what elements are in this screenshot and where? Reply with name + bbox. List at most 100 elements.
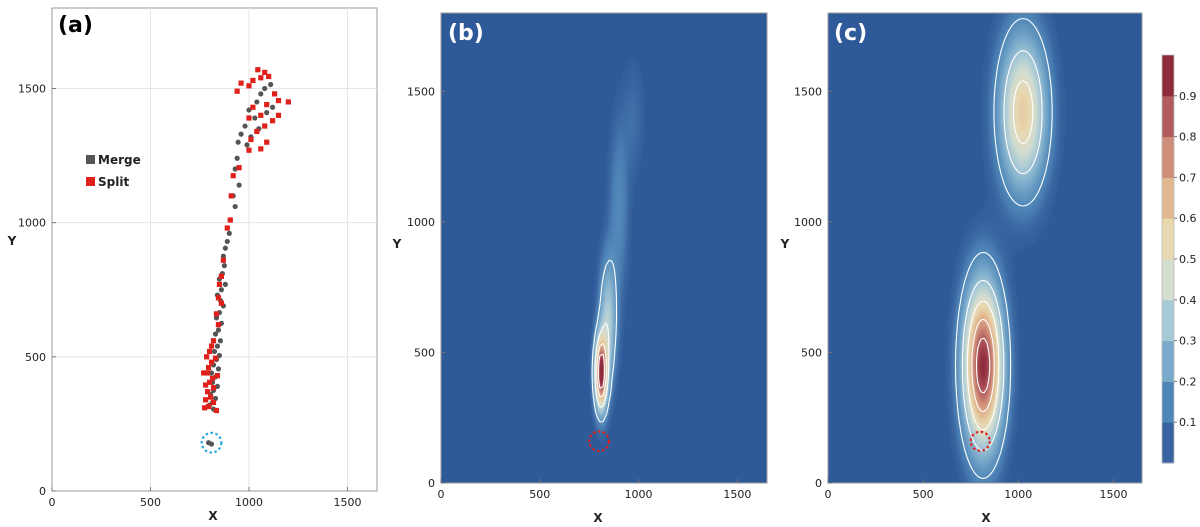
- merge-point: [258, 91, 264, 97]
- split-point: [213, 311, 220, 317]
- split-point: [270, 118, 276, 124]
- panel-a-grid: [52, 8, 377, 491]
- merge-point: [232, 166, 238, 172]
- split-point: [205, 370, 211, 376]
- panel-c-ticks: 0 500 1000 1500 0 500 1000 1500: [794, 85, 1127, 501]
- panel-a-y-tick-label: 1500: [18, 83, 46, 96]
- panel-b-x-axis-label: X: [593, 511, 603, 525]
- split-point: [285, 99, 291, 105]
- colorbar-tick-label: 0.3: [1179, 335, 1197, 348]
- split-point: [236, 165, 242, 171]
- merge-point: [224, 238, 230, 245]
- merge-point: [234, 155, 240, 161]
- panel-b-frame: [440, 12, 768, 484]
- merge-point: [220, 253, 226, 259]
- panel-b-y-tick-label: 1000: [407, 216, 435, 229]
- panel-a-ticks: 0 500 1000 1500 0 500 1000 1500: [18, 83, 361, 510]
- colorbar-segment: [1162, 55, 1174, 97]
- panel-c-x-tick-label: 0: [825, 488, 832, 501]
- colorbar-segment: [1162, 136, 1174, 178]
- split-point: [246, 115, 252, 121]
- panel-c-contour-line: [954, 17, 1053, 479]
- split-point: [227, 217, 233, 223]
- merge-point: [236, 182, 242, 188]
- colorbar-tick-label: 0.5: [1179, 253, 1197, 266]
- panel-a-marker-circle: [200, 431, 223, 454]
- colorbar-segment: [1162, 422, 1174, 464]
- split-point: [218, 273, 224, 279]
- merge-point: [214, 383, 221, 389]
- merge-point: [208, 441, 215, 447]
- split-point: [209, 375, 216, 381]
- split-point: [250, 77, 256, 84]
- panel-c-x-tick-label: 500: [913, 488, 934, 501]
- colorbar-tick-label: 0.4: [1179, 294, 1197, 307]
- merge-point: [226, 230, 232, 236]
- colorbar-segment: [1162, 381, 1174, 423]
- split-point: [207, 394, 214, 400]
- panel-b-ticks: 0 500 1000 1500 0 500 1000 1500: [407, 85, 751, 501]
- split-point: [210, 399, 217, 406]
- panel-a-y-tick-label: 0: [39, 485, 46, 498]
- panel-c-marker-circle: [969, 430, 991, 452]
- split-point: [213, 407, 220, 414]
- split-point: [266, 73, 272, 80]
- split-point: [262, 123, 268, 129]
- panel-c-y-tick-label: 1000: [794, 216, 822, 229]
- panel-a-x-tick-label: 500: [140, 496, 161, 509]
- panel-b-heatmap: [441, 13, 767, 483]
- split-point: [210, 385, 217, 391]
- merge-point: [221, 263, 227, 269]
- split-point: [228, 193, 234, 199]
- colorbar-tick-label: 0.1: [1179, 416, 1197, 429]
- split-point: [275, 112, 282, 118]
- split-point: [238, 80, 244, 86]
- split-point: [204, 354, 210, 360]
- merge-point: [244, 142, 250, 148]
- merge-point: [214, 343, 221, 349]
- panel-a-label: (a): [58, 13, 93, 38]
- merge-point: [246, 107, 252, 113]
- merge-point: [217, 338, 224, 344]
- split-point: [275, 97, 282, 104]
- split-point: [258, 146, 264, 152]
- panel-c-y-axis-label: Y: [780, 237, 790, 251]
- split-point: [215, 295, 222, 301]
- split-point: [218, 300, 224, 306]
- merge-point: [238, 131, 244, 137]
- panel-b-contour-line: [596, 342, 607, 398]
- panel-c-heatmap: [828, 13, 1142, 483]
- split-point: [203, 382, 209, 388]
- split-point: [262, 69, 268, 75]
- panel-a-y-axis-label: Y: [7, 234, 17, 248]
- panel-c-y-tick-label: 0: [815, 477, 822, 490]
- merge-point: [212, 331, 219, 337]
- panel-c-y-tick-label: 1500: [794, 85, 822, 98]
- panel-b-x-tick-label: 0: [438, 488, 445, 501]
- panel-b-marker-circle: [588, 430, 611, 453]
- split-point: [206, 379, 213, 385]
- split-point: [210, 338, 217, 344]
- split-point: [205, 403, 212, 410]
- panel-b-y-axis-label: Y: [392, 237, 402, 251]
- panel-b-y-tick-label: 500: [414, 346, 435, 359]
- split-point: [258, 112, 264, 118]
- panel-c-contour-line: [971, 318, 995, 413]
- merge-point: [232, 203, 238, 210]
- panel-a-x-tick-label: 1000: [235, 496, 263, 509]
- panel-c-contour-line: [975, 337, 991, 394]
- split-point: [250, 104, 256, 110]
- panel-a-frame: [51, 7, 378, 492]
- colorbar-tick-label: 0.6: [1179, 212, 1197, 225]
- split-point: [258, 75, 264, 81]
- panel-b-contour-line: [591, 259, 618, 423]
- legend-split-label: Split: [98, 175, 129, 189]
- panel-b: 0 500 1000 1500 0 500 1000 1500 (b) X Y: [392, 12, 768, 525]
- legend-merge-label: Merge: [98, 153, 141, 167]
- merge-point: [212, 395, 219, 402]
- panel-b-y-tick-label: 1500: [407, 85, 435, 98]
- panel-a-x-tick-label: 0: [49, 496, 56, 509]
- panel-b-x-tick-label: 1000: [625, 488, 653, 501]
- panel-a-x-tick-label: 1500: [333, 496, 361, 509]
